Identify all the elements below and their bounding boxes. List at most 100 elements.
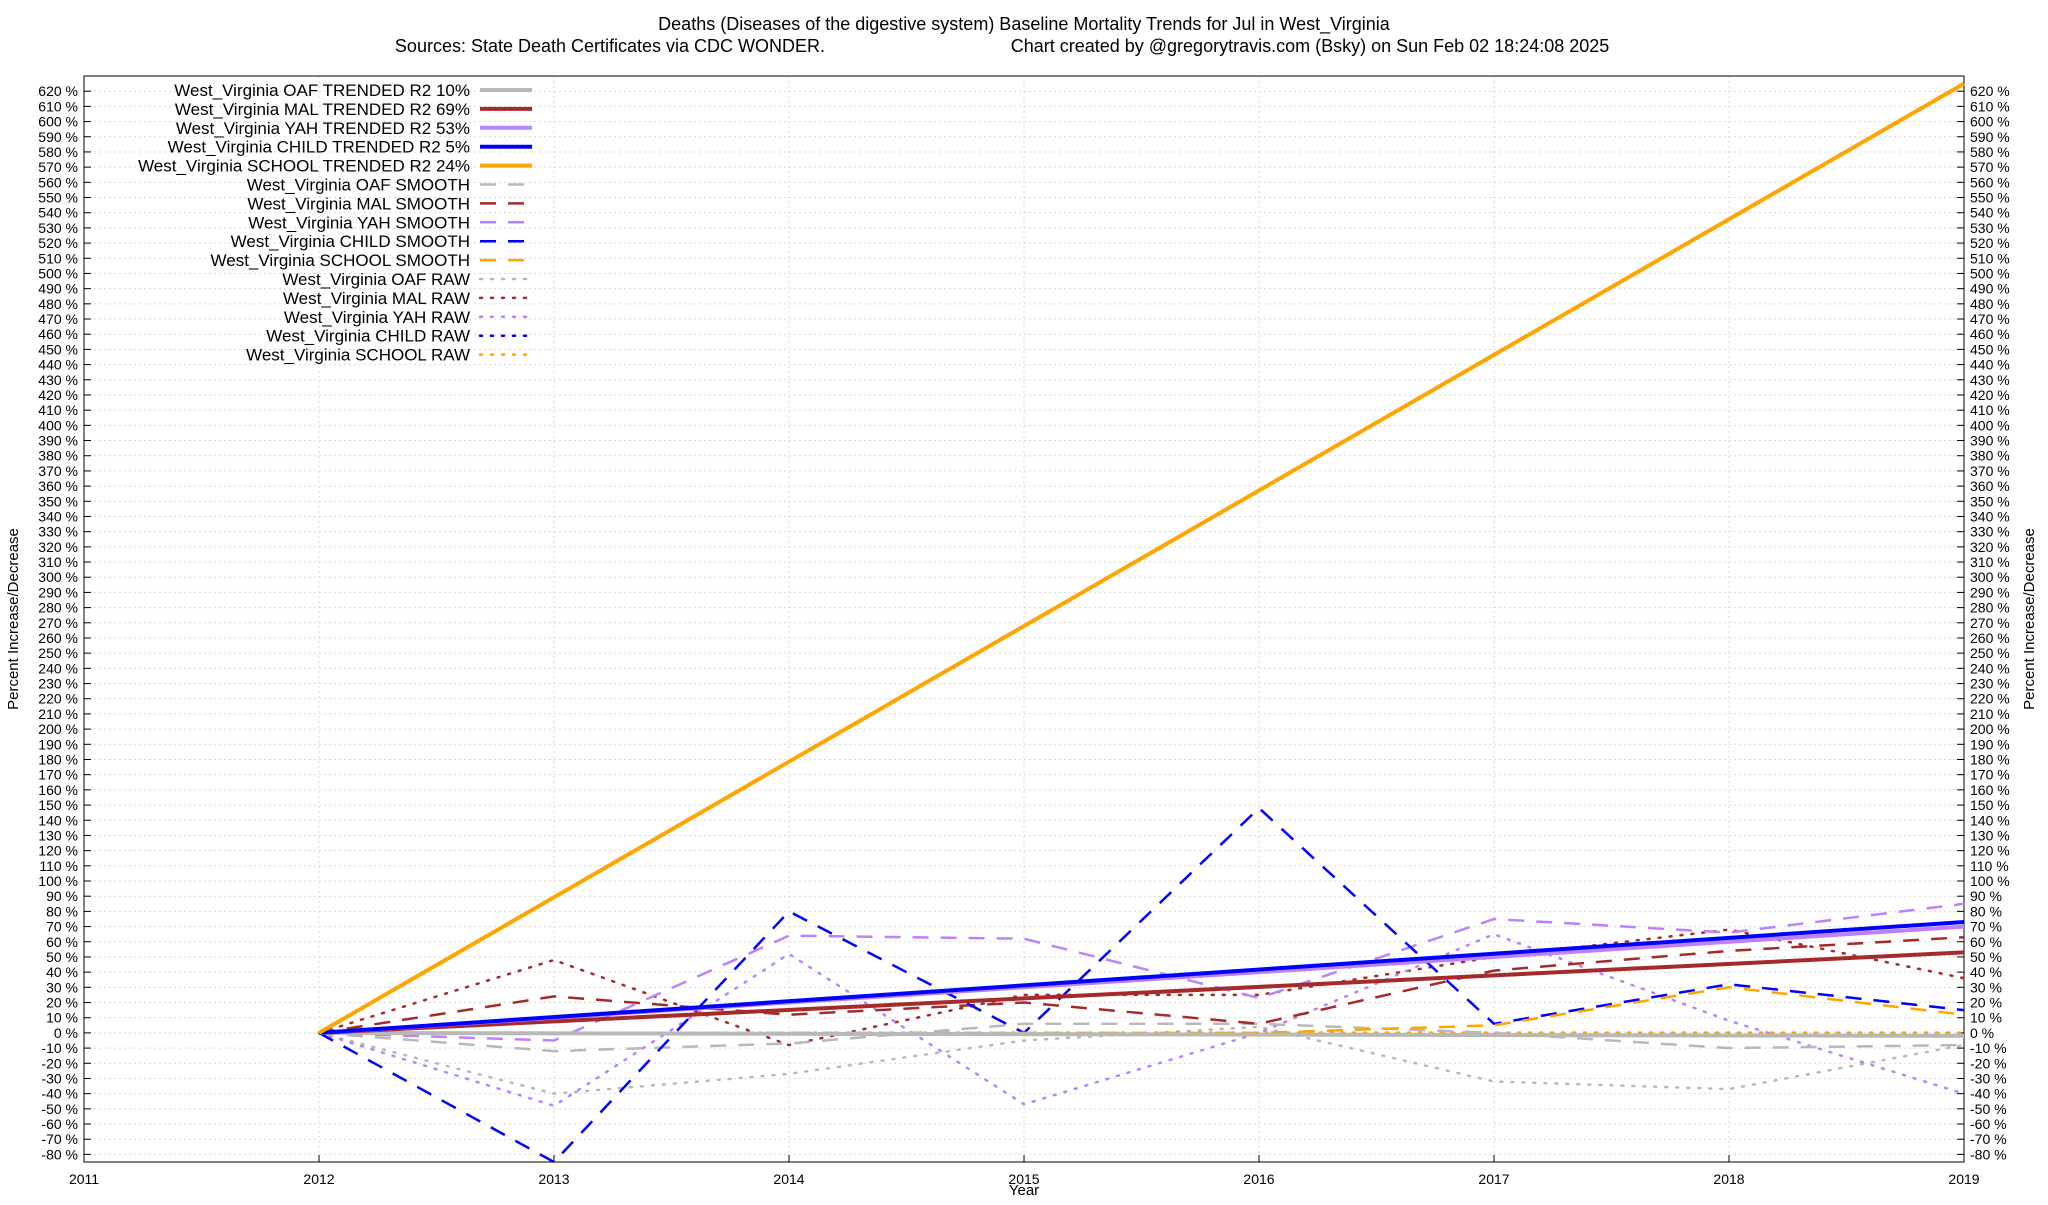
y-tick-label-right: -40 % <box>1970 1086 2007 1102</box>
y-tick-label-right: 270 % <box>1970 615 2010 631</box>
y-tick-label-left: 550 % <box>38 190 78 206</box>
y-tick-label-right: 180 % <box>1970 751 2010 767</box>
y-tick-label-left: 570 % <box>38 159 78 175</box>
y-tick-label-right: 420 % <box>1970 387 2010 403</box>
y-tick-label-right: 80 % <box>1970 903 2002 919</box>
y-tick-label-left: 30 % <box>46 979 78 995</box>
x-tick-label: 2019 <box>1948 1171 1979 1187</box>
y-tick-label-right: 20 % <box>1970 995 2002 1011</box>
legend-label: West_Virginia SCHOOL RAW <box>246 346 470 365</box>
y-tick-label-left: 20 % <box>46 995 78 1011</box>
y-tick-label-right: 490 % <box>1970 281 2010 297</box>
y-tick-label-right: 100 % <box>1970 873 2010 889</box>
y-tick-label-right: 220 % <box>1970 691 2010 707</box>
y-tick-label-right: 390 % <box>1970 433 2010 449</box>
chart-title: Deaths (Diseases of the digestive system… <box>658 14 1391 35</box>
legend-label: West_Virginia MAL TRENDED R2 69% <box>175 100 470 119</box>
legend-label: West_Virginia MAL SMOOTH <box>247 194 470 213</box>
y-tick-label-left: 610 % <box>38 98 78 114</box>
y-tick-label-right: 70 % <box>1970 919 2002 935</box>
chart-subtitle-sources: Sources: State Death Certificates via CD… <box>395 36 825 56</box>
y-tick-label-left: 200 % <box>38 721 78 737</box>
y-tick-label-right: 190 % <box>1970 736 2010 752</box>
y-tick-label-right: 200 % <box>1970 721 2010 737</box>
legend-label: West_Virginia CHILD TRENDED R2 5% <box>168 138 470 157</box>
y-tick-label-left: 360 % <box>38 478 78 494</box>
x-tick-label: 2014 <box>773 1171 804 1187</box>
series-line-west-virginia-mal-trended-r2-69 <box>318 950 1965 1035</box>
x-tick-label: 2017 <box>1478 1171 1509 1187</box>
y-tick-label-left: 270 % <box>38 615 78 631</box>
y-tick-label-left: 250 % <box>38 645 78 661</box>
y-tick-label-right: -80 % <box>1970 1146 2007 1162</box>
y-tick-label-left: 460 % <box>38 326 78 342</box>
legend-label: West_Virginia CHILD RAW <box>266 327 470 346</box>
grid-layer <box>83 76 1965 1162</box>
y-tick-label-left: 330 % <box>38 524 78 540</box>
y-tick-label-right: 140 % <box>1970 812 2010 828</box>
y-tick-label-right: 350 % <box>1970 493 2010 509</box>
y-tick-label-right: 10 % <box>1970 1010 2002 1026</box>
y-tick-label-right: 540 % <box>1970 205 2010 221</box>
y-tick-label-right: 50 % <box>1970 949 2002 965</box>
series-line-west-virginia-oaf-raw <box>317 1025 1966 1095</box>
y-tick-label-left: 280 % <box>38 600 78 616</box>
x-tick-label: 2016 <box>1243 1171 1274 1187</box>
y-tick-label-left: 350 % <box>38 493 78 509</box>
y-tick-label-left: 120 % <box>38 843 78 859</box>
legend-label: West_Virginia YAH TRENDED R2 53% <box>176 119 470 138</box>
y-axis-label-left: Percent Increase/Decrease <box>5 528 22 710</box>
y-tick-label-left: 580 % <box>38 144 78 160</box>
y-tick-label-right: 430 % <box>1970 372 2010 388</box>
y-tick-label-left: -70 % <box>41 1131 78 1147</box>
y-tick-label-left: 450 % <box>38 341 78 357</box>
legend-label: West_Virginia OAF TRENDED R2 10% <box>174 81 470 100</box>
y-tick-label-right: 590 % <box>1970 129 2010 145</box>
y-tick-label-right: 570 % <box>1970 159 2010 175</box>
y-tick-label-left: 400 % <box>38 417 78 433</box>
y-tick-label-left: 480 % <box>38 296 78 312</box>
y-tick-label-right: 400 % <box>1970 417 2010 433</box>
ticks-layer: -80 % -80 %-70 % -70 %-60 % -60 %-50 % -50 %… <box>38 83 2009 1187</box>
y-tick-label-left: 540 % <box>38 205 78 221</box>
y-tick-label-left: 520 % <box>38 235 78 251</box>
y-tick-label-left: -10 % <box>41 1040 78 1056</box>
y-tick-label-right: 480 % <box>1970 296 2010 312</box>
y-tick-label-right: 580 % <box>1970 144 2010 160</box>
y-tick-label-right: 450 % <box>1970 341 2010 357</box>
y-tick-label-right: 160 % <box>1970 782 2010 798</box>
y-tick-label-right: 330 % <box>1970 524 2010 540</box>
y-tick-label-left: 470 % <box>38 311 78 327</box>
y-tick-label-right: 90 % <box>1970 888 2002 904</box>
legend-label: West_Virginia OAF RAW <box>282 270 470 289</box>
y-tick-label-left: 90 % <box>46 888 78 904</box>
y-tick-label-right: -20 % <box>1970 1055 2007 1071</box>
y-tick-label-right: 30 % <box>1970 979 2002 995</box>
y-tick-label-left: 390 % <box>38 433 78 449</box>
y-tick-label-left: 500 % <box>38 265 78 281</box>
y-tick-label-right: 210 % <box>1970 706 2010 722</box>
y-tick-label-left: 420 % <box>38 387 78 403</box>
y-tick-label-right: 470 % <box>1970 311 2010 327</box>
y-tick-label-right: 530 % <box>1970 220 2010 236</box>
y-tick-label-left: 0 % <box>54 1025 78 1041</box>
legend-label: West_Virginia CHILD SMOOTH <box>231 232 470 251</box>
y-tick-label-left: 140 % <box>38 812 78 828</box>
y-tick-label-right: 170 % <box>1970 767 2010 783</box>
legend-label: West_Virginia SCHOOL TRENDED R2 24% <box>138 157 470 176</box>
y-tick-label-left: 510 % <box>38 250 78 266</box>
y-tick-label-left: 260 % <box>38 630 78 646</box>
series-line-west-virginia-child-trended-r2-5 <box>318 920 1965 1035</box>
y-axis-label-right: Percent Increase/Decrease <box>2021 528 2038 710</box>
y-tick-label-left: 530 % <box>38 220 78 236</box>
legend-label: West_Virginia OAF SMOOTH <box>247 176 470 195</box>
y-tick-label-right: 610 % <box>1970 98 2010 114</box>
y-tick-label-left: 240 % <box>38 660 78 676</box>
y-tick-label-left: 10 % <box>46 1010 78 1026</box>
y-tick-label-left: 50 % <box>46 949 78 965</box>
y-tick-label-left: 170 % <box>38 767 78 783</box>
y-tick-label-right: 500 % <box>1970 265 2010 281</box>
y-tick-label-right: 320 % <box>1970 539 2010 555</box>
x-tick-label: 2013 <box>538 1171 569 1187</box>
